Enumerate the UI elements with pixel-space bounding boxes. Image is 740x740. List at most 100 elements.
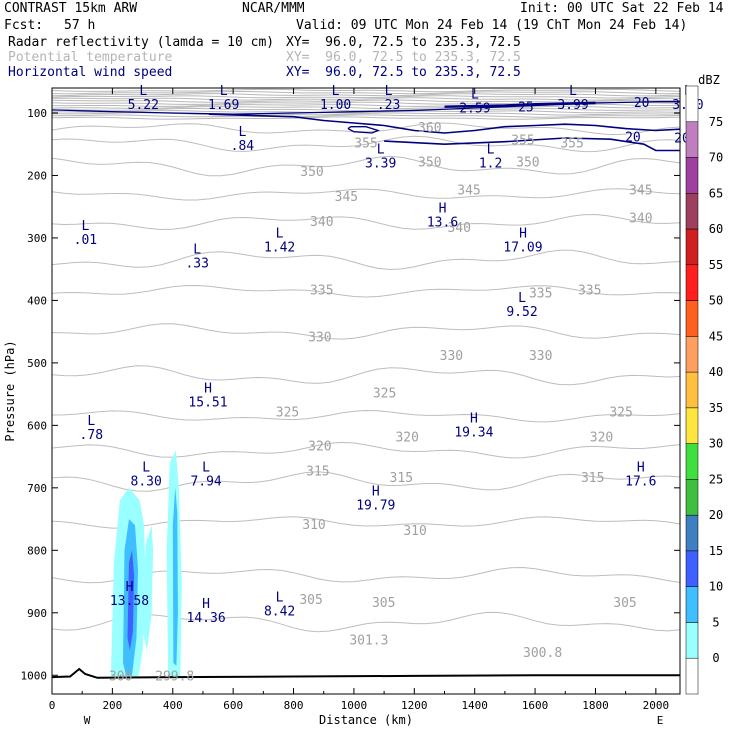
theta-label: 355 xyxy=(560,137,583,152)
colorbar-level: 75 xyxy=(709,115,723,129)
wind-contour xyxy=(208,113,680,134)
theta-contour xyxy=(52,95,680,99)
extremum-type: H xyxy=(126,580,134,595)
extremum-value: 14.36 xyxy=(187,611,226,626)
theta-label: 335 xyxy=(529,287,552,302)
y-tick-label: 700 xyxy=(27,482,47,495)
y-tick-label: 400 xyxy=(27,294,47,307)
x-tick-label: 1000 xyxy=(341,699,368,712)
theta-label: 301.3 xyxy=(349,633,388,648)
theta-contour xyxy=(52,409,680,423)
theta-label: 300 xyxy=(109,670,132,685)
colorbar-level: 70 xyxy=(709,151,723,165)
extremum-type: H xyxy=(202,597,210,612)
colorbar-swatch xyxy=(685,550,699,587)
extremum-type: H xyxy=(470,411,478,426)
theta-contour xyxy=(52,91,680,95)
theta-label: 320 xyxy=(590,430,613,445)
theta-contour xyxy=(52,116,680,120)
colorbar-swatch xyxy=(685,336,699,373)
wind-label: 20 xyxy=(634,96,650,111)
colorbar-level: 60 xyxy=(709,222,723,236)
org-label: NCAR/MMM xyxy=(242,1,305,16)
extremum-type: L xyxy=(276,226,284,241)
valid-time: Valid: 09 UTC Mon 24 Feb 14 (19 ChT Mon … xyxy=(296,18,688,33)
extremum-value: 13.58 xyxy=(110,594,149,609)
y-tick-label: 800 xyxy=(27,544,47,557)
theta-label: 315 xyxy=(581,471,604,486)
theta-label: 325 xyxy=(276,405,299,420)
colorbar-swatch xyxy=(685,657,699,695)
theta-contour xyxy=(52,97,680,101)
extremum-value: 13.6 xyxy=(427,215,458,230)
theta-label: 305 xyxy=(613,596,636,611)
extremum-type: L xyxy=(238,125,246,140)
theta-contour xyxy=(52,108,680,112)
colorbar-level: 0 xyxy=(712,651,719,665)
theta-label: 310 xyxy=(403,524,426,539)
theta-label: 355 xyxy=(354,137,377,152)
colorbar-level: 45 xyxy=(709,329,723,343)
theta-label: 335 xyxy=(310,284,333,299)
theta-label: 345 xyxy=(629,184,652,199)
extremum-type: L xyxy=(332,84,340,99)
theta-contour xyxy=(52,249,680,271)
colorbar-swatch xyxy=(685,586,699,623)
theta-contour xyxy=(52,213,680,231)
theta-contour xyxy=(52,611,680,633)
extremum-value: 2.59 xyxy=(459,102,490,117)
plot-frame xyxy=(51,87,681,695)
field-xy-reflectivity: XY= 96.0, 72.5 to 235.3, 72.5 xyxy=(286,35,521,50)
colorbar-swatch xyxy=(685,622,699,659)
extremum-type: L xyxy=(377,143,385,158)
extremum-value: .33 xyxy=(185,257,208,272)
field-name-reflectivity: Radar reflectivity (lamda = 10 cm) xyxy=(8,35,275,50)
wind-label: 25 xyxy=(518,101,534,116)
theta-label: 360 xyxy=(418,121,441,136)
extremum-value: 19.79 xyxy=(356,499,395,514)
reflectivity-cell xyxy=(127,550,135,651)
theta-label: 305 xyxy=(299,593,322,608)
extremum-type: L xyxy=(139,84,147,99)
theta-label: 300.8 xyxy=(523,646,562,661)
east-label: E xyxy=(657,714,664,727)
extremum-type: L xyxy=(87,414,95,429)
theta-label: 330 xyxy=(440,349,463,364)
theta-contour xyxy=(52,284,680,298)
wind-contour xyxy=(347,126,381,134)
theta-contour xyxy=(52,88,680,93)
extremum-value: 1.42 xyxy=(264,240,295,255)
theta-contour xyxy=(52,93,680,97)
theta-label: 315 xyxy=(306,465,329,480)
x-tick-label: 1800 xyxy=(582,699,609,712)
extremum-type: L xyxy=(193,243,201,258)
theta-contour xyxy=(52,99,680,103)
extremum-type: H xyxy=(204,381,212,396)
extremum-value: 8.30 xyxy=(131,475,162,490)
colorbar-level: 35 xyxy=(709,401,723,415)
theta-label: 325 xyxy=(373,387,396,402)
theta-label: 330 xyxy=(529,349,552,364)
theta-label: 299.8 xyxy=(155,670,194,685)
y-tick-label: 300 xyxy=(27,232,47,245)
wind-label: 20 xyxy=(625,131,641,146)
extremum-type: H xyxy=(519,226,527,241)
x-tick-label: 1400 xyxy=(461,699,488,712)
colorbar-swatch xyxy=(685,407,699,444)
theta-label: 330 xyxy=(308,330,331,345)
init-time: Init: 00 UTC Sat 22 Feb 14 xyxy=(520,1,724,16)
theta-label: 335 xyxy=(578,284,601,299)
theta-label: 350 xyxy=(418,156,441,171)
extremum-type: L xyxy=(220,84,228,99)
extremum-value: 19.34 xyxy=(454,425,493,440)
model-title: CONTRAST 15km ARW xyxy=(4,1,138,16)
colorbar-level: 25 xyxy=(709,472,723,486)
theta-contour xyxy=(52,323,680,340)
theta-label: 315 xyxy=(390,471,413,486)
colorbar-swatch xyxy=(685,157,699,194)
colorbar-level: 50 xyxy=(709,294,723,308)
field-name-wind: Horizontal wind speed xyxy=(8,65,173,80)
extremum-value: .01 xyxy=(74,233,97,248)
reflectivity-cell xyxy=(142,525,154,651)
